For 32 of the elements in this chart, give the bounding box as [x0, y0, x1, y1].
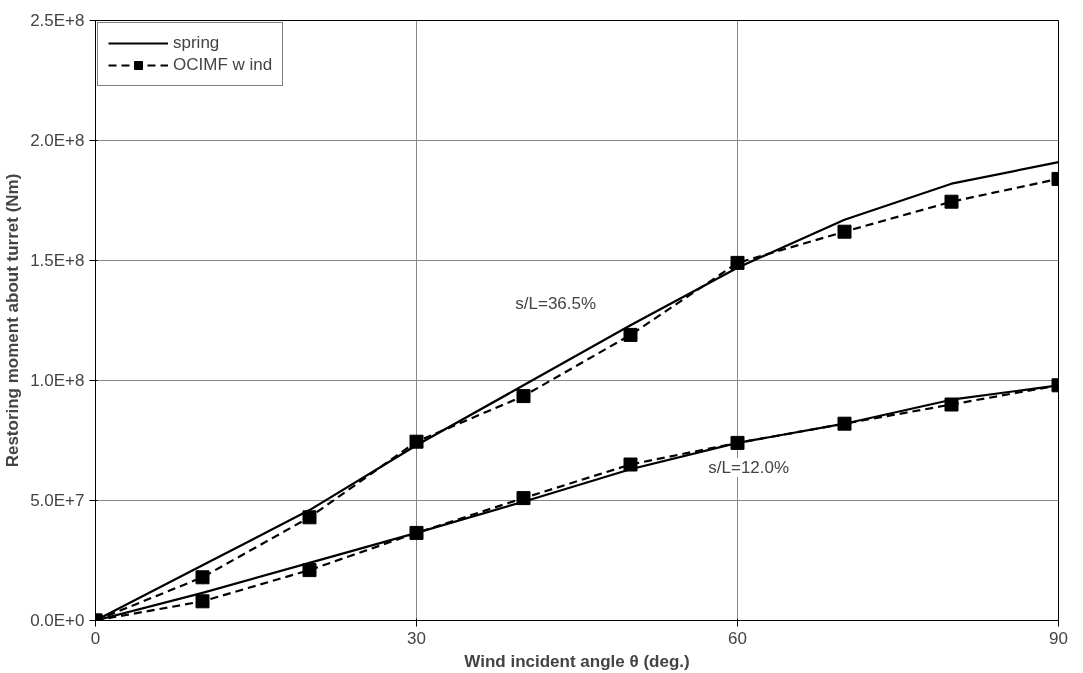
point	[409, 525, 424, 540]
point	[516, 491, 531, 506]
y-tick-label: 0.0E+0	[30, 611, 85, 630]
point	[302, 510, 317, 525]
x-tick-label: 60	[728, 628, 747, 648]
x-axis-title: Wind incident angle θ (deg.)	[464, 651, 690, 671]
y-tick-label: 2.0E+8	[30, 131, 85, 150]
point	[944, 194, 959, 209]
x-tick-label: 90	[1049, 628, 1068, 648]
point	[730, 435, 745, 450]
point	[837, 416, 852, 431]
point	[623, 457, 638, 472]
point	[730, 255, 745, 270]
point	[409, 434, 424, 449]
point	[837, 224, 852, 239]
x-tick-label: 30	[407, 628, 426, 648]
point	[623, 327, 638, 342]
y-tick-label: 1.5E+8	[30, 251, 85, 270]
point	[195, 570, 210, 585]
x-tick-label: 0	[90, 628, 101, 648]
annotation: s/L=12.0%	[708, 458, 790, 477]
y-tick-label: 2.5E+8	[30, 11, 85, 30]
point	[944, 397, 959, 412]
point	[302, 563, 317, 578]
point	[516, 389, 531, 404]
y-axis-title: Restoring moment about turret (Nm)	[3, 173, 23, 468]
legend-label: OCIMF w ind	[173, 55, 273, 75]
y-tick-label: 1.0E+8	[30, 371, 85, 390]
point	[195, 594, 210, 609]
y-tick-label: 5.0E+7	[30, 491, 85, 510]
annotation: s/L=36.5%	[515, 294, 597, 314]
legend-label: spring	[173, 33, 220, 53]
